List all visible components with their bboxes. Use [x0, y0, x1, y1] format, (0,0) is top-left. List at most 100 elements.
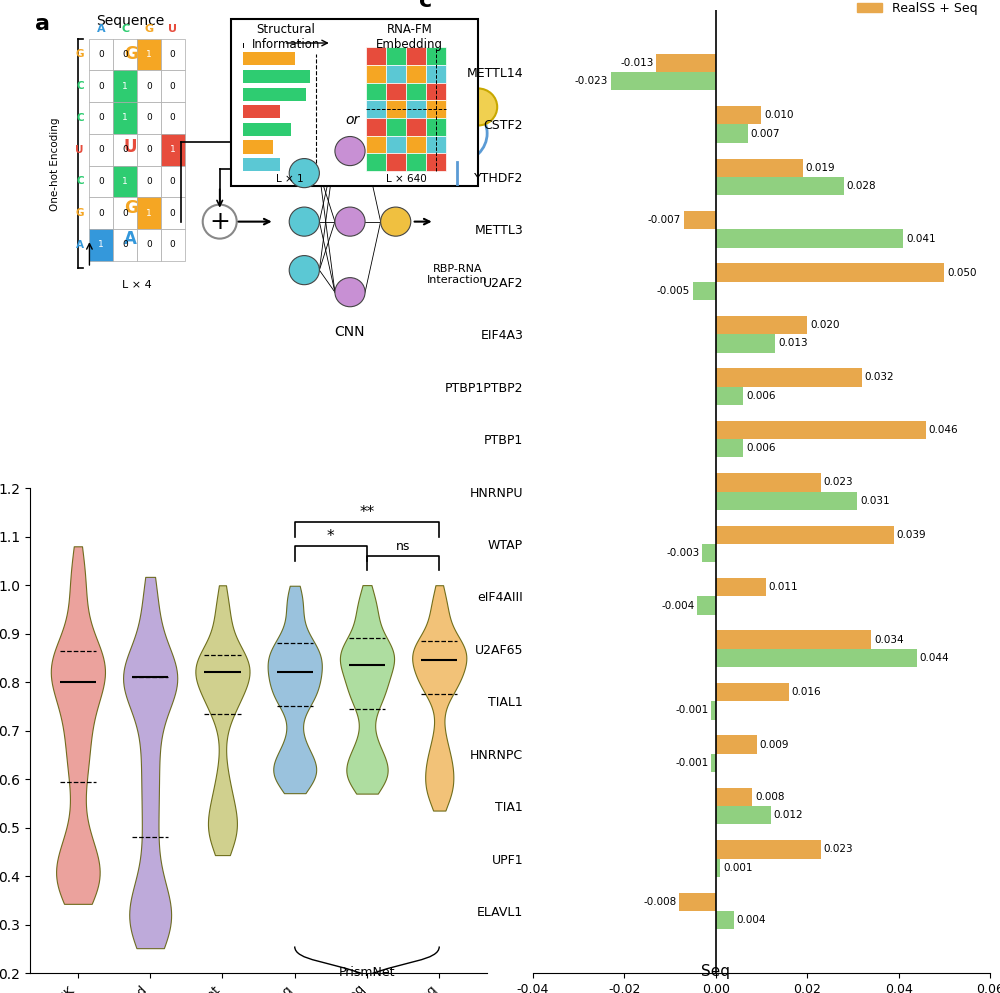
Bar — [137, 134, 161, 166]
Bar — [89, 39, 113, 71]
Text: -0.004: -0.004 — [661, 601, 695, 611]
Text: G: G — [75, 209, 84, 218]
Text: 1: 1 — [146, 209, 152, 217]
Text: 1: 1 — [146, 50, 152, 59]
Text: 0: 0 — [98, 81, 104, 90]
Bar — [89, 71, 113, 102]
Text: 0.044: 0.044 — [920, 653, 949, 663]
Bar — [679, 893, 716, 911]
Bar — [243, 158, 280, 172]
Text: 0.013: 0.013 — [778, 339, 808, 349]
Text: -0.005: -0.005 — [657, 286, 690, 296]
Bar — [137, 198, 161, 229]
Bar — [426, 66, 446, 82]
Text: 0.023: 0.023 — [824, 478, 853, 488]
Bar — [366, 100, 386, 118]
Bar — [386, 136, 406, 153]
Text: 0.012: 0.012 — [773, 810, 803, 820]
Bar — [243, 140, 273, 154]
Text: Structural
Information: Structural Information — [252, 23, 320, 52]
Bar — [426, 48, 446, 66]
Text: Seq: Seq — [701, 964, 730, 979]
Bar — [406, 48, 426, 66]
Bar — [366, 118, 386, 136]
Text: PrismNet: PrismNet — [339, 966, 395, 979]
Bar — [716, 439, 743, 458]
Bar — [711, 754, 716, 772]
Bar — [716, 316, 807, 335]
Text: 0: 0 — [122, 240, 128, 249]
Bar — [702, 544, 716, 562]
Bar — [89, 198, 113, 229]
FancyBboxPatch shape — [231, 19, 478, 187]
Bar — [716, 736, 757, 754]
Text: 0: 0 — [170, 177, 176, 186]
Text: 0: 0 — [170, 240, 176, 249]
Text: 0: 0 — [170, 50, 176, 59]
Text: *: * — [327, 529, 335, 544]
Bar — [161, 71, 185, 102]
Bar — [113, 102, 137, 134]
Text: 0: 0 — [98, 209, 104, 217]
Text: 0.028: 0.028 — [846, 181, 876, 191]
Text: One-hot Encoding: One-hot Encoding — [50, 117, 60, 212]
Bar — [716, 263, 944, 282]
Bar — [161, 39, 185, 71]
Text: -0.023: -0.023 — [574, 76, 608, 86]
Text: +: + — [209, 210, 230, 233]
Bar — [697, 597, 716, 615]
Bar — [137, 39, 161, 71]
Text: A: A — [97, 24, 106, 34]
Text: 1: 1 — [122, 177, 128, 186]
Bar — [89, 166, 113, 198]
Text: 0: 0 — [146, 81, 152, 90]
Bar — [161, 102, 185, 134]
Text: c: c — [419, 0, 432, 11]
Text: 0.023: 0.023 — [824, 844, 853, 854]
Text: RBP-RNA
Interaction: RBP-RNA Interaction — [427, 264, 488, 285]
Text: 0: 0 — [146, 177, 152, 186]
Bar — [693, 282, 716, 300]
Bar — [386, 118, 406, 136]
Bar — [716, 368, 862, 386]
Bar — [113, 198, 137, 229]
Text: 0.031: 0.031 — [860, 496, 890, 505]
Bar — [113, 229, 137, 261]
Bar — [406, 118, 426, 136]
Text: 0: 0 — [170, 113, 176, 122]
Bar — [611, 72, 716, 90]
Text: or: or — [345, 113, 359, 127]
Bar — [386, 82, 406, 100]
Text: C: C — [124, 107, 137, 125]
Text: 1: 1 — [122, 113, 128, 122]
Text: 0: 0 — [122, 209, 128, 217]
Text: 0: 0 — [146, 145, 152, 154]
Bar — [89, 102, 113, 134]
Text: C: C — [124, 75, 137, 94]
Text: -0.007: -0.007 — [648, 215, 681, 225]
Bar — [716, 787, 752, 806]
Circle shape — [335, 136, 365, 166]
Text: -0.013: -0.013 — [620, 58, 654, 68]
Bar — [656, 54, 716, 72]
Text: G: G — [124, 45, 137, 63]
Bar — [716, 578, 766, 597]
Bar — [386, 48, 406, 66]
Circle shape — [335, 208, 365, 236]
Bar — [243, 87, 306, 100]
Text: -0.001: -0.001 — [675, 758, 708, 768]
Bar — [113, 71, 137, 102]
Text: 1: 1 — [98, 240, 104, 249]
Text: 0: 0 — [98, 50, 104, 59]
Text: 0.032: 0.032 — [865, 372, 894, 382]
Bar — [89, 229, 113, 261]
Text: A: A — [76, 240, 84, 250]
Text: 0.007: 0.007 — [750, 129, 780, 139]
Text: U: U — [168, 24, 177, 34]
Text: 0: 0 — [98, 145, 104, 154]
Bar — [426, 153, 446, 171]
Bar — [137, 102, 161, 134]
Bar — [243, 53, 295, 66]
Bar — [386, 66, 406, 82]
Circle shape — [289, 208, 319, 236]
